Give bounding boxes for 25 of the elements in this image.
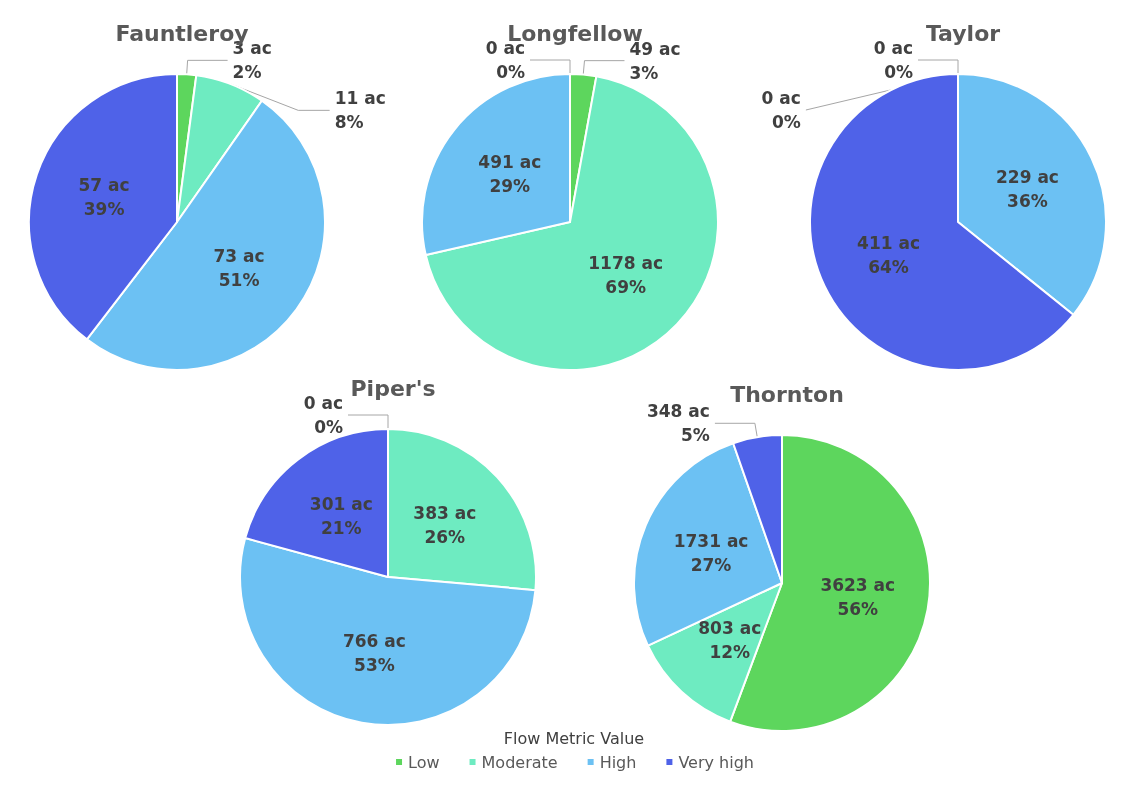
data-label: 301 ac 21% [309, 493, 373, 538]
data-label: 803 ac 12% [698, 617, 762, 662]
data-label: 57 ac 39% [78, 175, 130, 220]
legend-label: High [599, 752, 637, 772]
data-label: 1178 ac 69% [588, 253, 664, 298]
data-label: 73 ac 51% [213, 245, 265, 290]
legend-label: Moderate [481, 752, 558, 772]
legend-label: Very high [678, 752, 754, 772]
data-label: 11 ac 8% [334, 88, 386, 133]
data-label: 383 ac 26% [413, 503, 477, 548]
legend-title: Flow Metric Value [503, 728, 645, 748]
chart-title: Piper's [350, 375, 436, 401]
data-label: 3623 ac 56% [820, 574, 896, 619]
text: 0 ac 0% [761, 88, 801, 132]
data-label: 491 ac 29% [478, 152, 542, 197]
data-label: 229 ac 36% [995, 166, 1059, 211]
data-label: 766 ac 53% [342, 630, 406, 675]
legend-label: Low [408, 752, 440, 772]
text: 0 ac 0% [303, 393, 343, 437]
chart-title: Thornton [730, 381, 844, 407]
data-label: 1731 ac 27% [673, 531, 749, 576]
chart-title: Taylor [925, 20, 1001, 46]
data-label: 411 ac 64% [857, 233, 921, 278]
text: 0 ac 0% [873, 38, 913, 82]
data-label: 348 ac 5% [646, 401, 710, 446]
